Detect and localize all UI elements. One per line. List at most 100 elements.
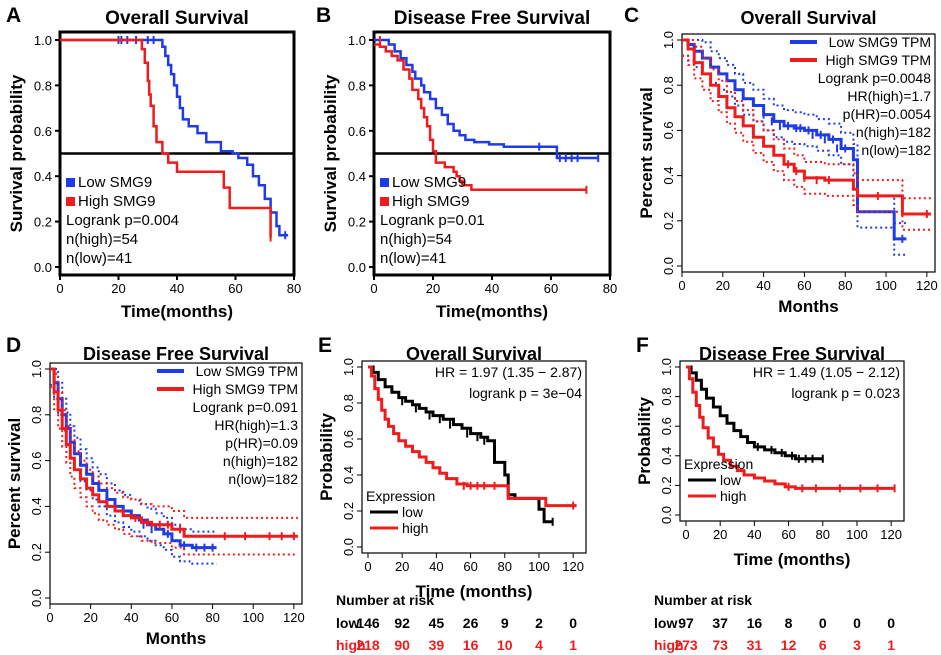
x-tick-label: 80	[498, 559, 512, 574]
risk-value-low: 37	[712, 615, 728, 631]
risk-value-high: 12	[781, 637, 797, 653]
y-tick-label: 0.4	[661, 167, 676, 185]
logrank-text: logrank p = 0.023	[791, 385, 900, 401]
stat-text: n(low)=41	[66, 250, 132, 267]
y-tick-label: 1.0	[34, 33, 52, 48]
y-tick-label: 0.6	[659, 417, 674, 435]
panel-a: A Overall Survival 0.0 0.2 0.4 0.6 0.8 1.0 0 20 40…	[6, 4, 301, 321]
plot-frame	[681, 33, 936, 273]
x-tick-label: 0	[56, 281, 63, 296]
legend-label: Low SMG9	[78, 174, 152, 191]
series-high-smg9	[374, 36, 588, 194]
risk-value-high: 3	[853, 637, 861, 653]
series-high-smg9	[60, 38, 272, 242]
x-tick-label: 80	[603, 281, 617, 296]
y-tick-label: 0.8	[661, 76, 676, 94]
chart-title: Disease Free Survival	[394, 8, 590, 29]
ci-lower-line	[682, 54, 931, 231]
y-tick-label: 0.8	[659, 388, 674, 406]
survival-curve	[374, 38, 599, 160]
ci-lower-line	[50, 386, 298, 556]
risk-row-label-low: low	[336, 615, 359, 631]
risk-value-high: 10	[497, 637, 513, 653]
plot-frame	[679, 360, 905, 522]
x-tick-label: 20	[716, 278, 730, 293]
x-tick-label: 120	[562, 559, 584, 574]
stat-text: Logrank p=0.091	[193, 399, 299, 415]
plot-frame	[49, 362, 303, 605]
stat-text: n(low)=182	[228, 471, 298, 487]
x-tick-label: 60	[165, 610, 179, 625]
y-tick-label: 1.0	[661, 31, 676, 49]
stat-text: n(high)=54	[66, 231, 138, 248]
hr-text: HR = 1.97 (1.35 − 2.87)	[435, 364, 582, 380]
x-axis-label: Time (months)	[416, 582, 533, 601]
x-tick-label: 40	[485, 281, 499, 296]
y-tick-label: 0.8	[341, 394, 356, 412]
x-tick-label: 0	[370, 281, 377, 296]
x-axis-label: Months	[146, 629, 206, 648]
survival-curve	[368, 365, 577, 508]
legend-label: Low SMG9	[392, 174, 466, 191]
y-tick-label: 0.0	[34, 260, 52, 275]
survival-curve	[682, 38, 931, 216]
risk-value-low: 8	[785, 615, 793, 631]
y-axis-label: Percent survival	[5, 418, 24, 549]
y-axis-label: Survival probability	[7, 74, 26, 232]
y-tick-label: 0.2	[34, 215, 52, 230]
x-tick-label: 100	[875, 278, 897, 293]
y-tick-label: 0.8	[348, 78, 366, 93]
legend-label: high	[402, 520, 428, 536]
risk-value-high: 39	[429, 637, 445, 653]
x-tick-label: 80	[205, 610, 219, 625]
ci-upper-line	[50, 368, 298, 519]
panel-letter: B	[316, 4, 331, 27]
risk-value-low: 45	[429, 615, 445, 631]
risk-value-low: 0	[853, 615, 861, 631]
series-high-smg9-tpm	[682, 38, 931, 231]
survival-curve	[50, 367, 217, 550]
y-tick-label: 0.4	[34, 169, 52, 184]
x-tick-label: 40	[747, 527, 761, 542]
y-tick-label: 0.6	[348, 124, 366, 139]
legend-swatch	[66, 197, 75, 206]
risk-table-title: Number at risk	[654, 592, 752, 608]
x-tick-label: 60	[463, 559, 477, 574]
y-tick-label: 0.0	[29, 589, 44, 607]
y-tick-label: 0.2	[659, 476, 674, 494]
logrank-text: logrank p = 3e−04	[469, 385, 582, 401]
risk-value-low: 97	[678, 615, 694, 631]
x-axis-label: Time (months)	[734, 550, 851, 569]
y-tick-label: 0.4	[659, 447, 674, 465]
risk-row-label-low: low	[654, 615, 677, 631]
x-tick-label: 20	[111, 281, 125, 296]
chart-title: Disease Free Survival	[699, 344, 885, 364]
panel-f: F Disease Free Survival 0.0 0.2 0.4 0.6 0.8 1.0…	[635, 334, 905, 653]
legend-label: High SMG9 TPM	[192, 381, 298, 397]
x-tick-label: 60	[797, 278, 811, 293]
legend-label: Low SMG9 TPM	[829, 34, 931, 50]
legend-title: Expression	[684, 456, 753, 472]
hr-text: HR = 1.49 (1.05 − 2.12)	[753, 364, 900, 380]
x-tick-label: 120	[283, 610, 305, 625]
chart-title: Overall Survival	[406, 344, 542, 364]
stat-text: n(high)=182	[856, 124, 931, 140]
x-tick-label: 20	[83, 610, 97, 625]
panel-b: B Disease Free Survival 0.0 0.2 0.4 0.6 0.8 1.0…	[316, 4, 617, 321]
stat-text: HR(high)=1.7	[847, 88, 931, 104]
y-tick-label: 0.0	[348, 260, 366, 275]
stat-text: n(low)=41	[380, 250, 446, 267]
x-tick-label: 80	[287, 281, 301, 296]
risk-value-high: 218	[356, 637, 380, 653]
risk-value-low: 92	[394, 615, 410, 631]
risk-row-label-high: high	[336, 637, 366, 653]
legend-label: high	[720, 488, 746, 504]
x-tick-label: 20	[426, 281, 440, 296]
y-tick-label: 0.6	[29, 452, 44, 470]
x-axis-label: Time(months)	[436, 302, 548, 321]
risk-row-label-high: high	[654, 637, 684, 653]
y-tick-label: 0.2	[348, 215, 366, 230]
y-axis-label: Survival probability	[321, 74, 340, 232]
series-low-smg9	[374, 38, 600, 163]
stat-text: Logrank p=0.004	[66, 212, 179, 229]
